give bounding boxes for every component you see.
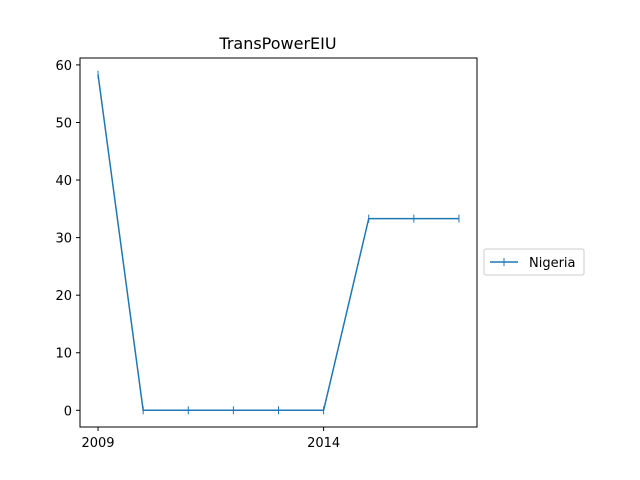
x-tick-label: 2014 <box>307 436 340 451</box>
chart-title: TransPowerEIU <box>218 34 336 53</box>
y-tick-label: 40 <box>55 174 72 189</box>
y-tick-label: 0 <box>64 404 72 419</box>
x-axis: 2009 2014 <box>81 427 340 451</box>
y-tick-label: 10 <box>55 347 72 362</box>
y-tick-label: 30 <box>55 232 72 247</box>
legend-label-nigeria: Nigeria <box>529 256 576 271</box>
y-axis: 0 10 20 30 40 50 60 <box>55 59 80 419</box>
y-tick-label: 50 <box>55 116 72 131</box>
plot-frame <box>79 57 478 428</box>
x-tick-label: 2009 <box>81 436 114 451</box>
plot-area <box>97 70 460 415</box>
legend: Nigeria <box>483 248 585 276</box>
y-tick-label: 60 <box>55 59 72 74</box>
y-tick-label: 20 <box>55 289 72 304</box>
legend-box <box>483 248 585 276</box>
